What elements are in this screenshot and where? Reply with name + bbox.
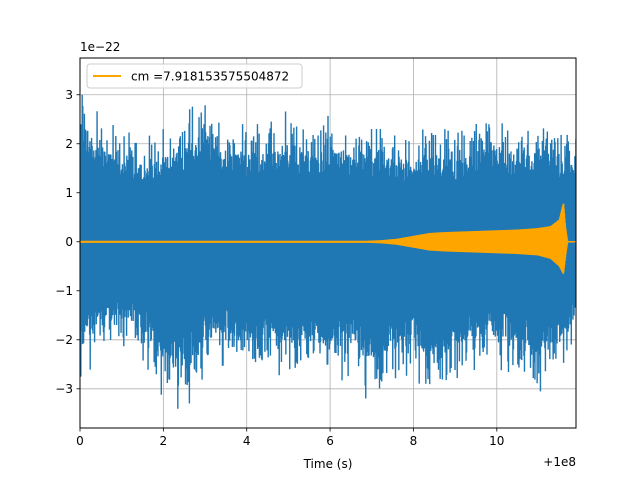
y-axis-ticks: −3 −2 −1 0 1 2 3 [55, 88, 80, 396]
series-template-line [80, 203, 576, 274]
y-tick-label: −1 [55, 284, 73, 298]
y-tick-label: 3 [65, 88, 73, 102]
series-noise-line [80, 94, 576, 409]
x-axis-ticks: 0 2 4 6 8 10 [76, 428, 504, 448]
x-offset-label: +1e8 [543, 455, 576, 469]
y-tick-label: 2 [65, 137, 73, 151]
legend-entry-template: cm =7.918153575504872 [131, 70, 289, 84]
y-tick-label: −3 [55, 382, 73, 396]
x-tick-label: 8 [410, 434, 418, 448]
x-axis-label: Time (s) [303, 457, 353, 471]
legend: cm =7.918153575504872 [86, 63, 303, 89]
series-layer [80, 94, 576, 409]
x-tick-label: 6 [326, 434, 334, 448]
plot-area [80, 94, 576, 409]
y-tick-label: 0 [65, 235, 73, 249]
legend-box [86, 63, 303, 89]
x-tick-label: 10 [489, 434, 504, 448]
x-tick-label: 0 [76, 434, 84, 448]
y-tick-label: −2 [55, 333, 73, 347]
y-tick-label: 1 [65, 186, 73, 200]
axes-frame [79, 57, 577, 429]
x-tick-label: 4 [243, 434, 251, 448]
y-scale-label: 1e−22 [80, 40, 120, 54]
x-tick-label: 2 [160, 434, 168, 448]
